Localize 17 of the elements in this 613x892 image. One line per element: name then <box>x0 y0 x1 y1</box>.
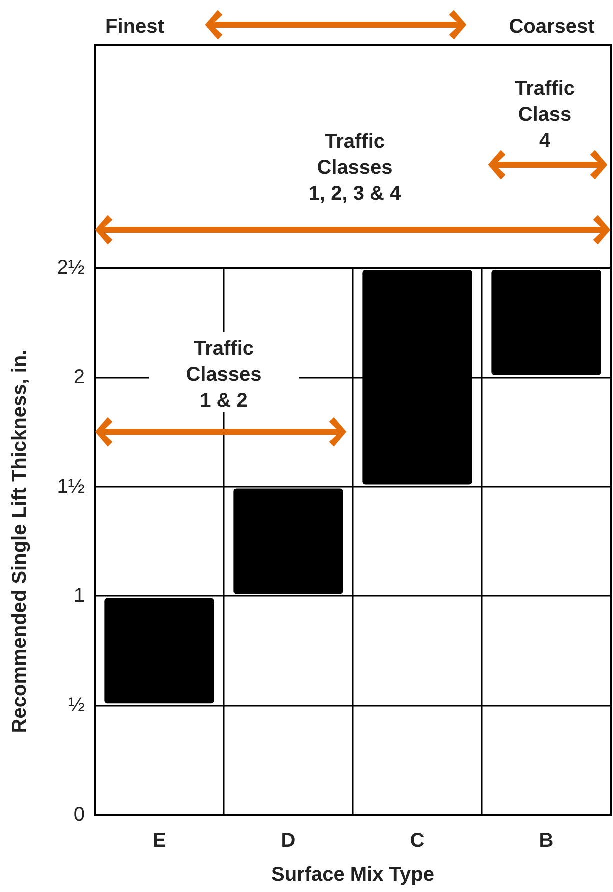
y-axis-title: Recommended Single Lift Thickness, in. <box>9 350 31 734</box>
x-tick-label: B <box>539 830 554 852</box>
x-tick-label: D <box>281 830 296 852</box>
y-tick-label: 2 <box>74 366 85 388</box>
y-tick-label: 1 <box>74 585 85 608</box>
x-axis-title: Surface Mix Type <box>271 864 435 886</box>
annotation: Traffic Classes 1 & 2 <box>186 338 262 412</box>
text: Traffic Class 4 <box>514 78 576 152</box>
y-tick-label: 2½ <box>57 257 86 279</box>
y-tick-label: ½ <box>68 694 86 717</box>
y-tick-label: 0 <box>74 804 85 826</box>
x-tick-label: E <box>152 830 166 852</box>
text: Traffic Classes 1, 2, 3 & 4 <box>308 131 402 205</box>
text: Coarsest <box>509 16 596 38</box>
text: Finest <box>106 16 165 38</box>
x-tick-label: C <box>410 830 425 852</box>
y-tick-label: 1½ <box>57 476 86 498</box>
